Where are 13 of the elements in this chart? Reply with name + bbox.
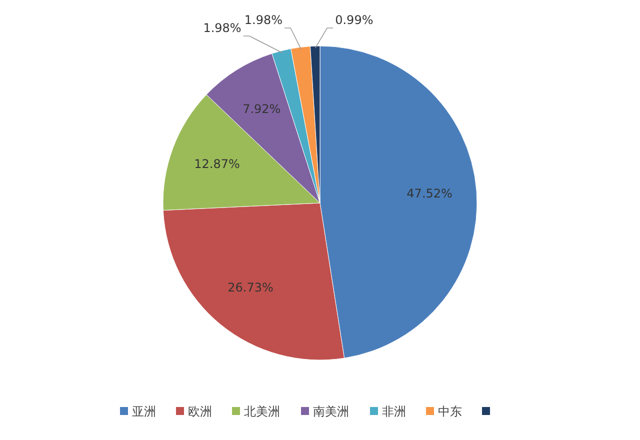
data-label: 12.87% bbox=[194, 156, 240, 171]
data-label: 0.99% bbox=[335, 13, 374, 27]
legend-label: 南美洲 bbox=[313, 404, 349, 418]
legend-label: 非洲 bbox=[382, 404, 406, 418]
legend-label: 亚洲 bbox=[132, 404, 156, 418]
data-label: 7.92% bbox=[242, 102, 281, 116]
legend-label: 中东 bbox=[438, 404, 462, 418]
data-label: 26.73% bbox=[228, 280, 274, 294]
data-label: 1.98% bbox=[244, 13, 283, 27]
data-label: 47.52% bbox=[406, 186, 452, 201]
legend-label: 欧洲 bbox=[188, 404, 212, 418]
legend-label: 北美洲 bbox=[244, 404, 280, 418]
data-label: 1.98% bbox=[203, 21, 242, 35]
